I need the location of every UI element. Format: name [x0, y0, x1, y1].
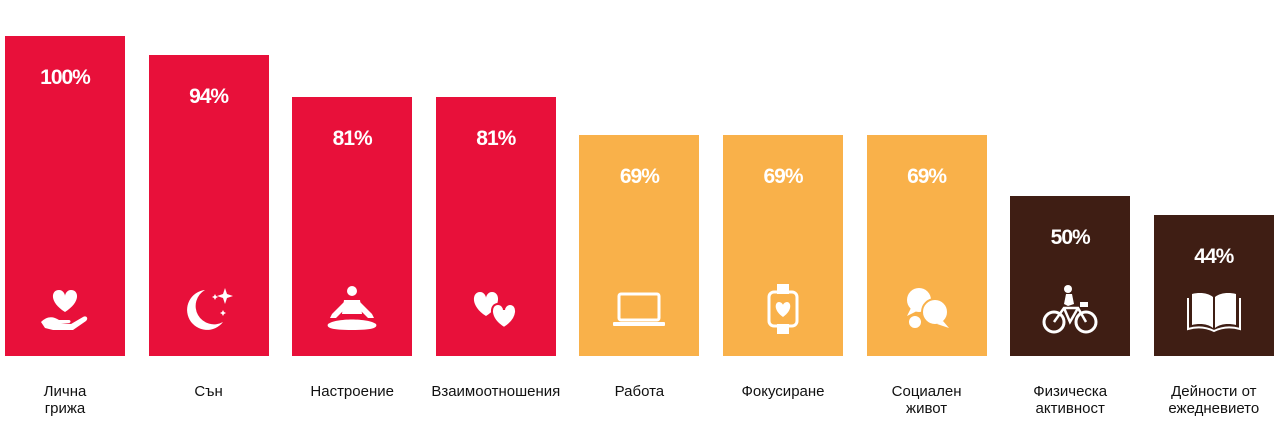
smartwatch-heart-icon — [753, 283, 813, 334]
meditation-icon — [322, 284, 382, 334]
bar-6: 69% — [723, 135, 843, 356]
bar-3: 81% — [292, 96, 413, 356]
bar-5: 69% — [579, 135, 700, 356]
category-label: Физическа активност — [1033, 383, 1108, 417]
data-label: 50% — [1050, 226, 1091, 249]
category-label: Социален живот — [891, 383, 962, 417]
two-hearts-icon — [466, 284, 526, 334]
category-label: Лична грижа — [43, 383, 87, 417]
open-book-icon — [1184, 284, 1244, 334]
heart-hand-icon — [35, 284, 95, 334]
bar-2: 94% — [148, 55, 269, 356]
bar-fill — [1153, 215, 1274, 356]
bar-4: 81% — [435, 96, 556, 356]
category-label: Настроение — [310, 383, 394, 400]
bar-fill — [723, 135, 843, 356]
data-label: 94% — [189, 85, 229, 109]
bar-1: 100% — [5, 36, 125, 356]
data-label: 100% — [40, 66, 91, 89]
bar-fill — [1010, 196, 1131, 356]
data-label: 81% — [332, 126, 373, 150]
bar-8: 50% — [1010, 196, 1131, 356]
category-label: Взаимоотношения — [431, 383, 561, 400]
chat-bubbles-icon — [897, 284, 957, 334]
data-label: 69% — [619, 165, 660, 189]
laptop-icon — [609, 284, 669, 334]
category-label: Сън — [194, 383, 223, 400]
data-label: 81% — [476, 126, 516, 150]
data-label: 44% — [1194, 245, 1234, 269]
moon-stars-icon — [179, 284, 239, 334]
category-label: Работа — [614, 383, 665, 400]
bar-7: 69% — [866, 135, 987, 356]
bicycle-rider-icon — [1040, 284, 1100, 334]
category-label: Фокусиране — [741, 383, 825, 400]
category-label: Дейности от ежедневието — [1168, 383, 1260, 417]
data-label: 69% — [763, 165, 803, 189]
bar-9: 44% — [1153, 215, 1274, 356]
bar-fill — [148, 55, 269, 356]
data-label: 69% — [907, 165, 947, 189]
